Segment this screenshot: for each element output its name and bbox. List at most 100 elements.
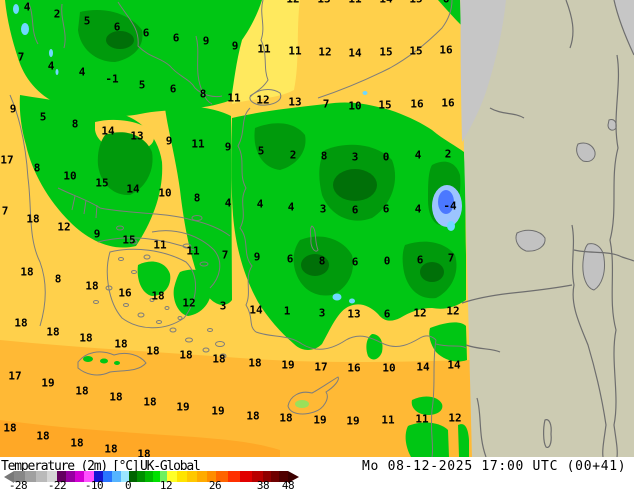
- temp-value: 19: [41, 376, 55, 390]
- temp-value: 7: [17, 50, 25, 64]
- color-scale-step: [25, 471, 36, 482]
- temp-value: 0: [383, 254, 391, 268]
- temp-value: 5: [39, 110, 47, 124]
- temp-value: 18: [246, 409, 260, 423]
- temp-value: 14: [379, 0, 392, 5]
- scale-tick-label: 12: [159, 479, 173, 492]
- temp-value: 9: [93, 227, 101, 241]
- temp-value: 19: [176, 400, 190, 414]
- temp-value: 18: [85, 279, 99, 293]
- temp-value: 14: [249, 303, 263, 317]
- lakes-layer: [13, 4, 462, 304]
- temp-value: 9: [231, 39, 239, 53]
- color-scale-step: [94, 471, 103, 482]
- temp-value: 4: [47, 59, 55, 73]
- temp-value: 18: [279, 411, 293, 425]
- temp-value: 11: [415, 412, 429, 426]
- temp-value: 10: [348, 99, 362, 113]
- color-scale-step: [145, 471, 153, 482]
- temp-value: 13: [130, 129, 144, 143]
- temp-value: 18: [137, 447, 151, 458]
- temp-value: 5: [138, 78, 146, 92]
- temp-value: 11: [288, 44, 302, 58]
- temp-value: 14: [101, 124, 115, 138]
- temp-value: 18: [212, 352, 226, 366]
- scale-tick-label: 48: [281, 479, 295, 492]
- temp-value: 19: [211, 404, 225, 418]
- temp-value: 18: [114, 337, 128, 351]
- temp-value: 18: [146, 344, 160, 358]
- temp-value: 12: [318, 45, 332, 59]
- temp-value: 18: [79, 331, 93, 345]
- temp-value: 2: [53, 7, 61, 21]
- coastline-layer: [9, 0, 467, 457]
- temp-value: 5: [83, 14, 91, 28]
- temp-value: 11: [191, 137, 205, 151]
- temp-value: 17: [314, 360, 328, 374]
- temp-value: 12: [286, 0, 299, 5]
- color-scale-step: [187, 471, 197, 482]
- temp-value: 18: [36, 429, 50, 443]
- temp-value: 0: [382, 150, 390, 164]
- temp-value: 11: [227, 91, 241, 105]
- temp-value: 16: [439, 43, 453, 57]
- color-scale-step: [207, 471, 216, 482]
- temp-value: 3: [351, 150, 359, 164]
- temp-value: 18: [151, 289, 165, 303]
- temp-value: 7: [447, 251, 455, 265]
- temp-value: 6: [382, 202, 390, 216]
- temp-value: 12: [182, 296, 196, 310]
- temp-value: 18: [248, 356, 262, 370]
- temp-value: 19: [281, 358, 295, 372]
- color-scale-step: [263, 471, 271, 482]
- map-graphic: [0, 0, 634, 457]
- temp-value: 10: [158, 186, 172, 200]
- temp-value: 8: [193, 191, 201, 205]
- temp-value: 11: [381, 413, 395, 427]
- scale-tick-label: -10: [84, 479, 104, 492]
- temp-value: 11: [186, 244, 200, 258]
- temp-value: 13: [347, 307, 361, 321]
- temp-value: 1: [283, 304, 291, 318]
- temp-value: 8: [318, 254, 326, 268]
- temp-value: 14: [126, 182, 140, 196]
- temp-value: 8: [199, 87, 207, 101]
- temp-value: -4: [443, 199, 457, 213]
- temp-value: 6: [172, 31, 180, 45]
- temp-value: 8: [71, 117, 79, 131]
- color-scale-step: [167, 471, 177, 482]
- temp-value: 9: [224, 140, 232, 154]
- temp-value: 4: [414, 148, 422, 162]
- temp-value: 19: [346, 414, 360, 428]
- temp-value: 15: [95, 176, 109, 190]
- temp-value: 13: [317, 0, 330, 5]
- color-scale: [4, 470, 299, 483]
- temp-value: 12: [256, 93, 270, 107]
- color-scale-step: [36, 471, 47, 482]
- temp-value: 18: [179, 348, 193, 362]
- temp-value: 15: [379, 45, 393, 59]
- product-label: Temperature (2m): [1, 459, 108, 474]
- unit-label: [°C]: [112, 459, 140, 474]
- color-scale-step: [240, 471, 252, 482]
- temp-value: 11: [348, 0, 361, 5]
- temp-value: 8: [54, 272, 62, 286]
- scale-tick-label: 0: [124, 479, 132, 492]
- color-scale-swatches: [14, 471, 288, 482]
- color-scale-step: [228, 471, 240, 482]
- legend-bar: Temperature (2m) [°C] UK-Global Mo 08-12…: [0, 457, 634, 492]
- color-scale-step: [197, 471, 207, 482]
- temp-value: 15: [409, 0, 422, 5]
- color-scale-ticks: -28 -22 -10 0 12 26 38 48: [0, 479, 320, 492]
- color-scale-step: [103, 471, 112, 482]
- temp-value: 16: [441, 96, 455, 110]
- temp-value: 16: [118, 286, 132, 300]
- color-scale-step: [279, 471, 288, 482]
- temp-value: 12: [448, 411, 462, 425]
- temp-value: 6: [142, 26, 150, 40]
- temp-value: 15: [378, 98, 392, 112]
- temp-value: 18: [46, 325, 60, 339]
- temp-value: 18: [26, 212, 40, 226]
- scale-arrow-left-icon: [4, 470, 14, 483]
- temp-value: 3: [219, 299, 227, 313]
